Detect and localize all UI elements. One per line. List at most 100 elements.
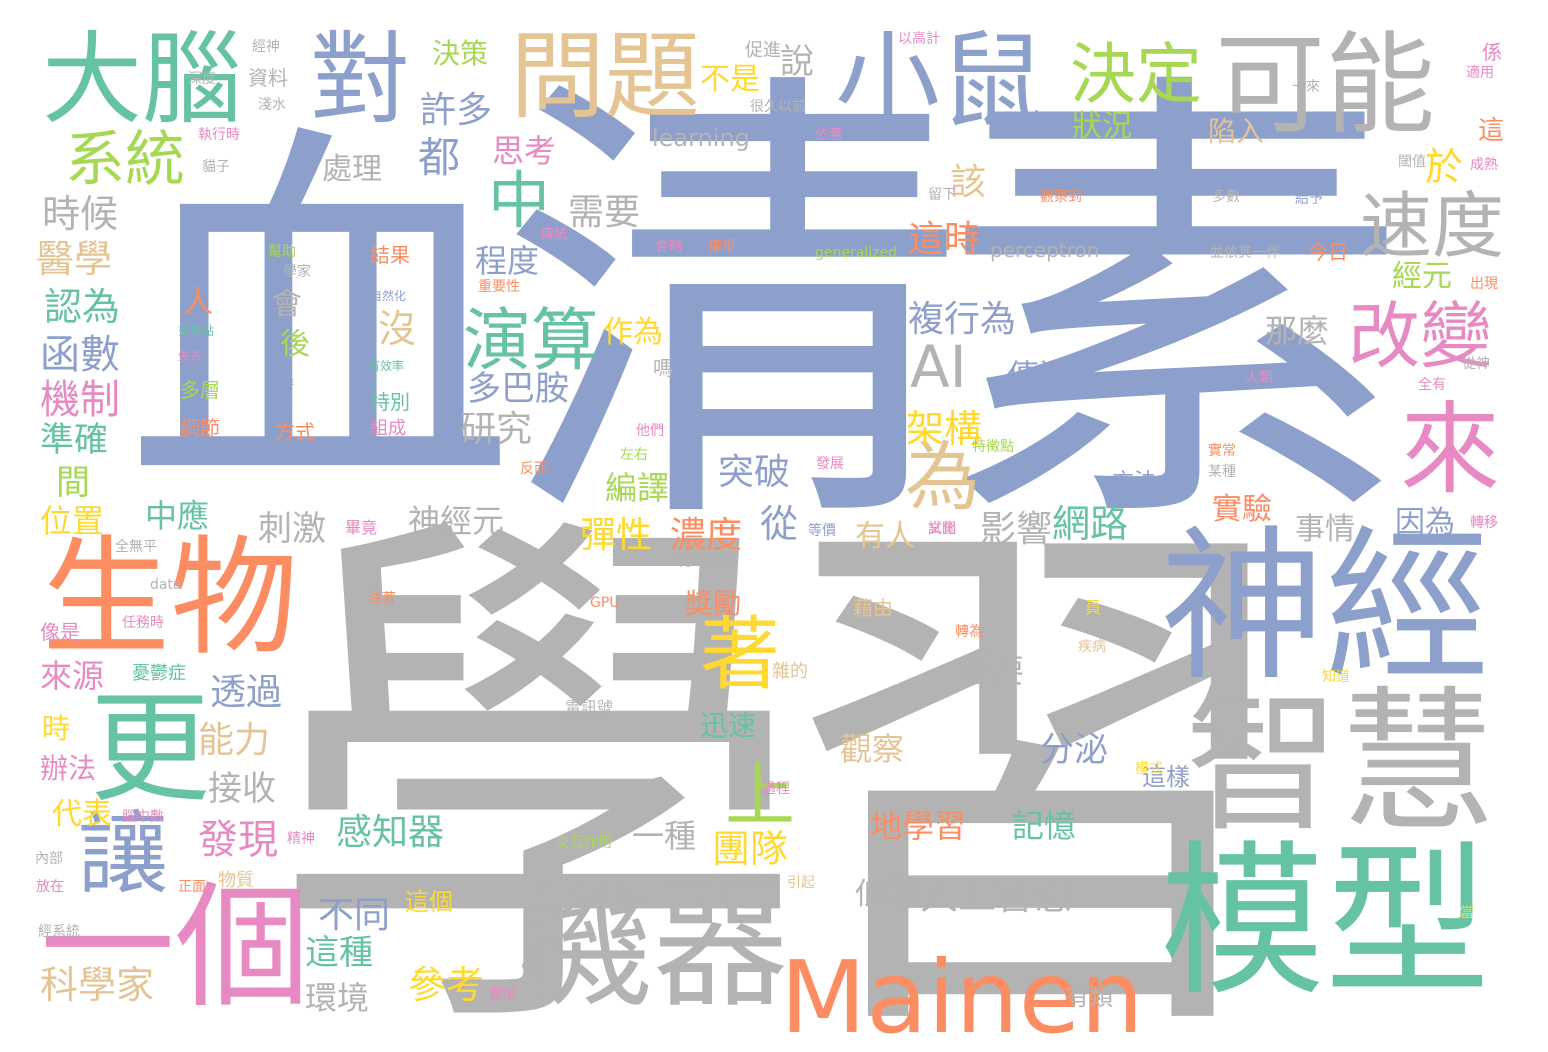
word-dang: 當 xyxy=(1460,905,1474,921)
word-shi-yong: 適用 xyxy=(1466,65,1494,81)
word-yu-zhi: 閾值 xyxy=(1398,154,1426,170)
word-diao-jie: 調節 xyxy=(180,416,220,440)
word-lv-shi: 率時 xyxy=(270,377,295,391)
word-bu-shi: 不是 xyxy=(700,62,760,97)
word-ren-gong-zhi-hui: 人工智慧 xyxy=(920,874,1073,918)
word-zi-liao: 資料 xyxy=(248,66,288,90)
word-neng-li: 能力 xyxy=(198,720,271,761)
word-xi-tong: 系統 xyxy=(65,125,185,195)
word-ji-bing: 疾病 xyxy=(1078,639,1106,655)
word-yi-zhong: 一種 xyxy=(632,817,697,855)
word-yi-you-jin: 藉由 xyxy=(853,596,893,620)
word-fu-xing-wei: 複行為 xyxy=(908,299,1017,340)
word-duo-shu: 多數 xyxy=(1212,189,1240,205)
word-wang-lu: 網路 xyxy=(1052,502,1129,546)
word-shuo: 說 xyxy=(780,42,814,82)
word-xian-ru: 陷入 xyxy=(1208,115,1265,148)
word-bing-yi-qi: 並依其一伴 xyxy=(1210,245,1280,261)
word-jing-yuan: 經元 xyxy=(1392,259,1452,294)
word-fang-shi: 方式 xyxy=(275,420,315,444)
word-cheng-du: 程度 xyxy=(475,242,540,280)
word-learning: learning xyxy=(652,124,750,152)
word-xu-yao: 需要 xyxy=(568,192,641,233)
word-hen-jiu-yi-qian: 很久以前 xyxy=(750,99,806,115)
word-bi-jing: 畢竟 xyxy=(345,518,378,537)
word-shen-du: 深度 xyxy=(188,71,216,87)
word-quan-you: 全有 xyxy=(1418,377,1446,393)
word-bian-yi: 編譯 xyxy=(605,469,670,507)
word-zhong-yao-xing: 重要性 xyxy=(478,279,520,295)
word-xue: 血 xyxy=(125,93,515,547)
word-gai-bian: 改變 xyxy=(1348,294,1493,378)
word-zhe: 著 xyxy=(700,608,780,701)
word-hui: 會 xyxy=(272,287,302,322)
word-wen-hua: 文化 xyxy=(928,521,956,537)
word-di-chao: 低潮 xyxy=(855,877,915,912)
word-ren-lei: 人類 xyxy=(1245,370,1273,386)
word-geng: 更 xyxy=(90,680,210,819)
word-te-zheng-dian: 特徵點 xyxy=(972,439,1014,455)
word-su-du: 速度 xyxy=(1360,184,1505,268)
word-jiao-hu-zuo-yong: 交互作用 xyxy=(556,835,612,851)
word-yi-gao-ji: 以高計 xyxy=(898,31,940,47)
word-gan-zhi-qi: 感知器 xyxy=(336,812,445,853)
word-zuo-you: 左右 xyxy=(620,447,648,463)
word-qing-su: 清素 xyxy=(500,36,1410,583)
word-yin-wei: 因為 xyxy=(1395,505,1455,540)
word-zhun-que: 準確 xyxy=(40,420,108,460)
word-xun-su: 迅速 xyxy=(700,709,757,742)
word-zi-ran-hua: 自然化 xyxy=(370,289,407,303)
word-dan-xing: 彈性 xyxy=(580,515,653,556)
word-ren: 人 xyxy=(183,285,213,320)
word-tu-po: 突破 xyxy=(718,452,791,493)
word-zhuan-yi: 轉移 xyxy=(1470,515,1498,531)
word-chuan-tong: 傳統 xyxy=(540,227,568,243)
word-zuo-wei: 作為 xyxy=(603,315,663,350)
word-deng-jia: 等價 xyxy=(808,523,836,539)
word-yi-xue: 醫學 xyxy=(36,237,113,281)
word-zhi-hui: 智慧 xyxy=(1185,672,1495,853)
word-yan-jiu: 研究 xyxy=(460,409,533,450)
word-mou-zhong: 某種 xyxy=(1208,464,1236,480)
word-generalized: generalized xyxy=(815,245,897,261)
word-yan-suan: 演算 xyxy=(463,302,600,381)
word-jian: 間 xyxy=(56,463,90,503)
word-zhe2: 這 xyxy=(1478,116,1505,146)
word-yin-qi: 引起 xyxy=(787,875,815,891)
word-guan-cha-dao: 觀察到 xyxy=(1040,189,1082,205)
word-shi-yan: 實驗 xyxy=(1212,492,1272,527)
word-duo-ba-an: 多巴胺 xyxy=(467,369,569,409)
word-chuan-di: 傳遞 xyxy=(1007,357,1072,395)
word-jing-shen: 精神 xyxy=(287,831,315,847)
word-bang-zhu: 幫助 xyxy=(268,244,296,260)
word-rang: 讓 xyxy=(78,802,168,907)
word-lai: 來 xyxy=(1400,391,1500,508)
word-chu-xian: 出現 xyxy=(1470,276,1498,292)
word-shi-hou: 時候 xyxy=(42,192,119,236)
word-yu: 於 xyxy=(1425,145,1464,189)
word-cheng-ren: 成熟 xyxy=(1470,157,1498,173)
word-mo-shi: 模式 xyxy=(1135,761,1163,777)
word-wei-zhi: 位置 xyxy=(40,502,105,540)
word-jin-ri: 今日 xyxy=(1308,240,1348,264)
word-ci-ji: 刺激 xyxy=(258,509,326,549)
word-dian-xun-hao: 電訊號 xyxy=(565,698,614,717)
word-shi-qu: 失去 xyxy=(178,349,203,363)
word-han-shu: 函數 xyxy=(40,332,120,378)
word-si-kao: 思考 xyxy=(492,132,557,170)
word-duo-ceng: 多層 xyxy=(180,378,220,402)
word-hou: 後 xyxy=(280,327,310,362)
word-you-lei: 有類 xyxy=(1065,983,1113,1011)
word-dai-biao: 代表 xyxy=(52,797,112,832)
word-wen-ti: 問題 xyxy=(510,22,701,132)
word-mao-zi: 貓子 xyxy=(202,159,230,175)
word-jiao-hui-dian: 交會點 xyxy=(178,324,215,338)
word-ban-fa: 辦法 xyxy=(40,752,97,785)
word-yuan: 員 xyxy=(1085,598,1102,617)
word-shi: 時 xyxy=(42,712,71,745)
word-tuan-dui: 團隊 xyxy=(712,827,789,871)
word-zhe-zhong: 這種 xyxy=(305,933,373,973)
word-jiang-li: 獎勵 xyxy=(685,587,742,620)
word-fan-wen: 反而 xyxy=(520,461,548,477)
word-fen-mi: 分泌 xyxy=(1040,730,1108,770)
